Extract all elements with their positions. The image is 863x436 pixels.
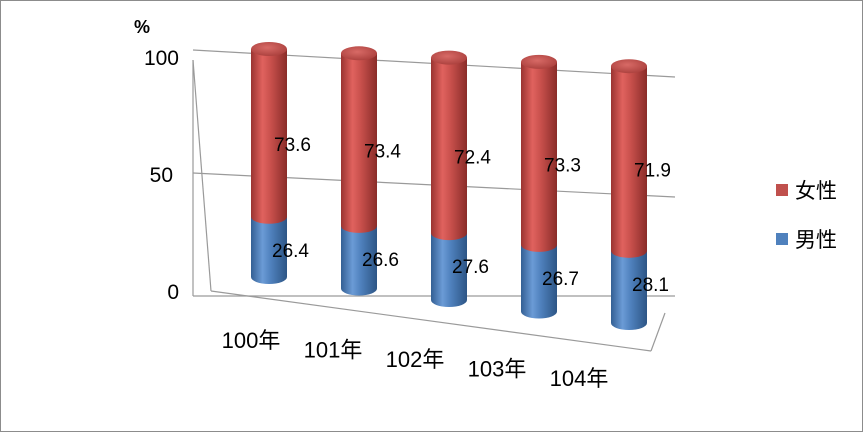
bar-segment-female (611, 66, 647, 258)
legend-label: 男性 (795, 229, 837, 252)
category-labels: 100年 101年 102年 103年 104年 (222, 328, 609, 391)
legend-label: 女性 (795, 180, 837, 203)
data-label-male: 26.7 (542, 269, 579, 290)
category-label: 104年 (550, 366, 609, 391)
data-label-male: 28.1 (632, 275, 669, 296)
bar-group: 73.3 26.7 (521, 54, 581, 319)
bar-top-cap (611, 59, 647, 74)
bar-segment-male (431, 233, 467, 307)
bar-segment-male (341, 225, 377, 296)
y-tick-label: 0 (167, 281, 179, 304)
bar-group: 73.6 26.4 (251, 42, 311, 284)
bar-top-cap (431, 50, 467, 65)
data-label-female: 72.4 (454, 147, 491, 168)
bar-segment-female (251, 49, 287, 224)
bar-top-cap (521, 54, 557, 69)
data-label-female: 71.9 (634, 161, 671, 182)
bar-segment-female (521, 61, 557, 252)
bar-segment-female (341, 53, 377, 233)
bar-segment-male (611, 250, 647, 330)
legend-swatch (776, 184, 788, 196)
floor-front-edge (210, 290, 652, 352)
chart-walls (192, 59, 666, 352)
data-label-male: 27.6 (452, 257, 489, 278)
y-unit-label: % (134, 17, 150, 37)
category-label: 101年 (304, 338, 363, 363)
bar-group: 73.4 26.6 (341, 46, 401, 296)
floor-right-edge (650, 312, 666, 352)
y-tick-labels: 0 50 100 (144, 47, 179, 304)
data-label-female: 73.3 (544, 155, 581, 176)
data-label-female: 73.4 (364, 142, 401, 163)
back-wall-left-edge (192, 59, 212, 292)
category-label: 103年 (468, 357, 527, 382)
category-label: 102年 (386, 347, 445, 372)
bar-segment-male (251, 216, 287, 284)
bars: 73.6 26.4 73.4 26.6 72.4 27.6 73.3 26.7 71.9 28.1 (251, 42, 671, 330)
bar-top-cap (341, 46, 377, 61)
bar-segment-female (431, 57, 467, 241)
legend-swatch (776, 233, 788, 245)
data-label-male: 26.4 (272, 241, 309, 262)
bar-top-cap (251, 42, 287, 56)
bar-group: 71.9 28.1 (611, 59, 671, 330)
bar-segment-male (521, 244, 557, 319)
data-label-male: 26.6 (362, 250, 399, 271)
category-label: 100年 (222, 328, 281, 353)
y-tick-label: 100 (144, 47, 179, 70)
bar-group: 72.4 27.6 (431, 50, 491, 307)
y-tick-label: 50 (150, 164, 173, 187)
data-label-female: 73.6 (274, 135, 311, 156)
